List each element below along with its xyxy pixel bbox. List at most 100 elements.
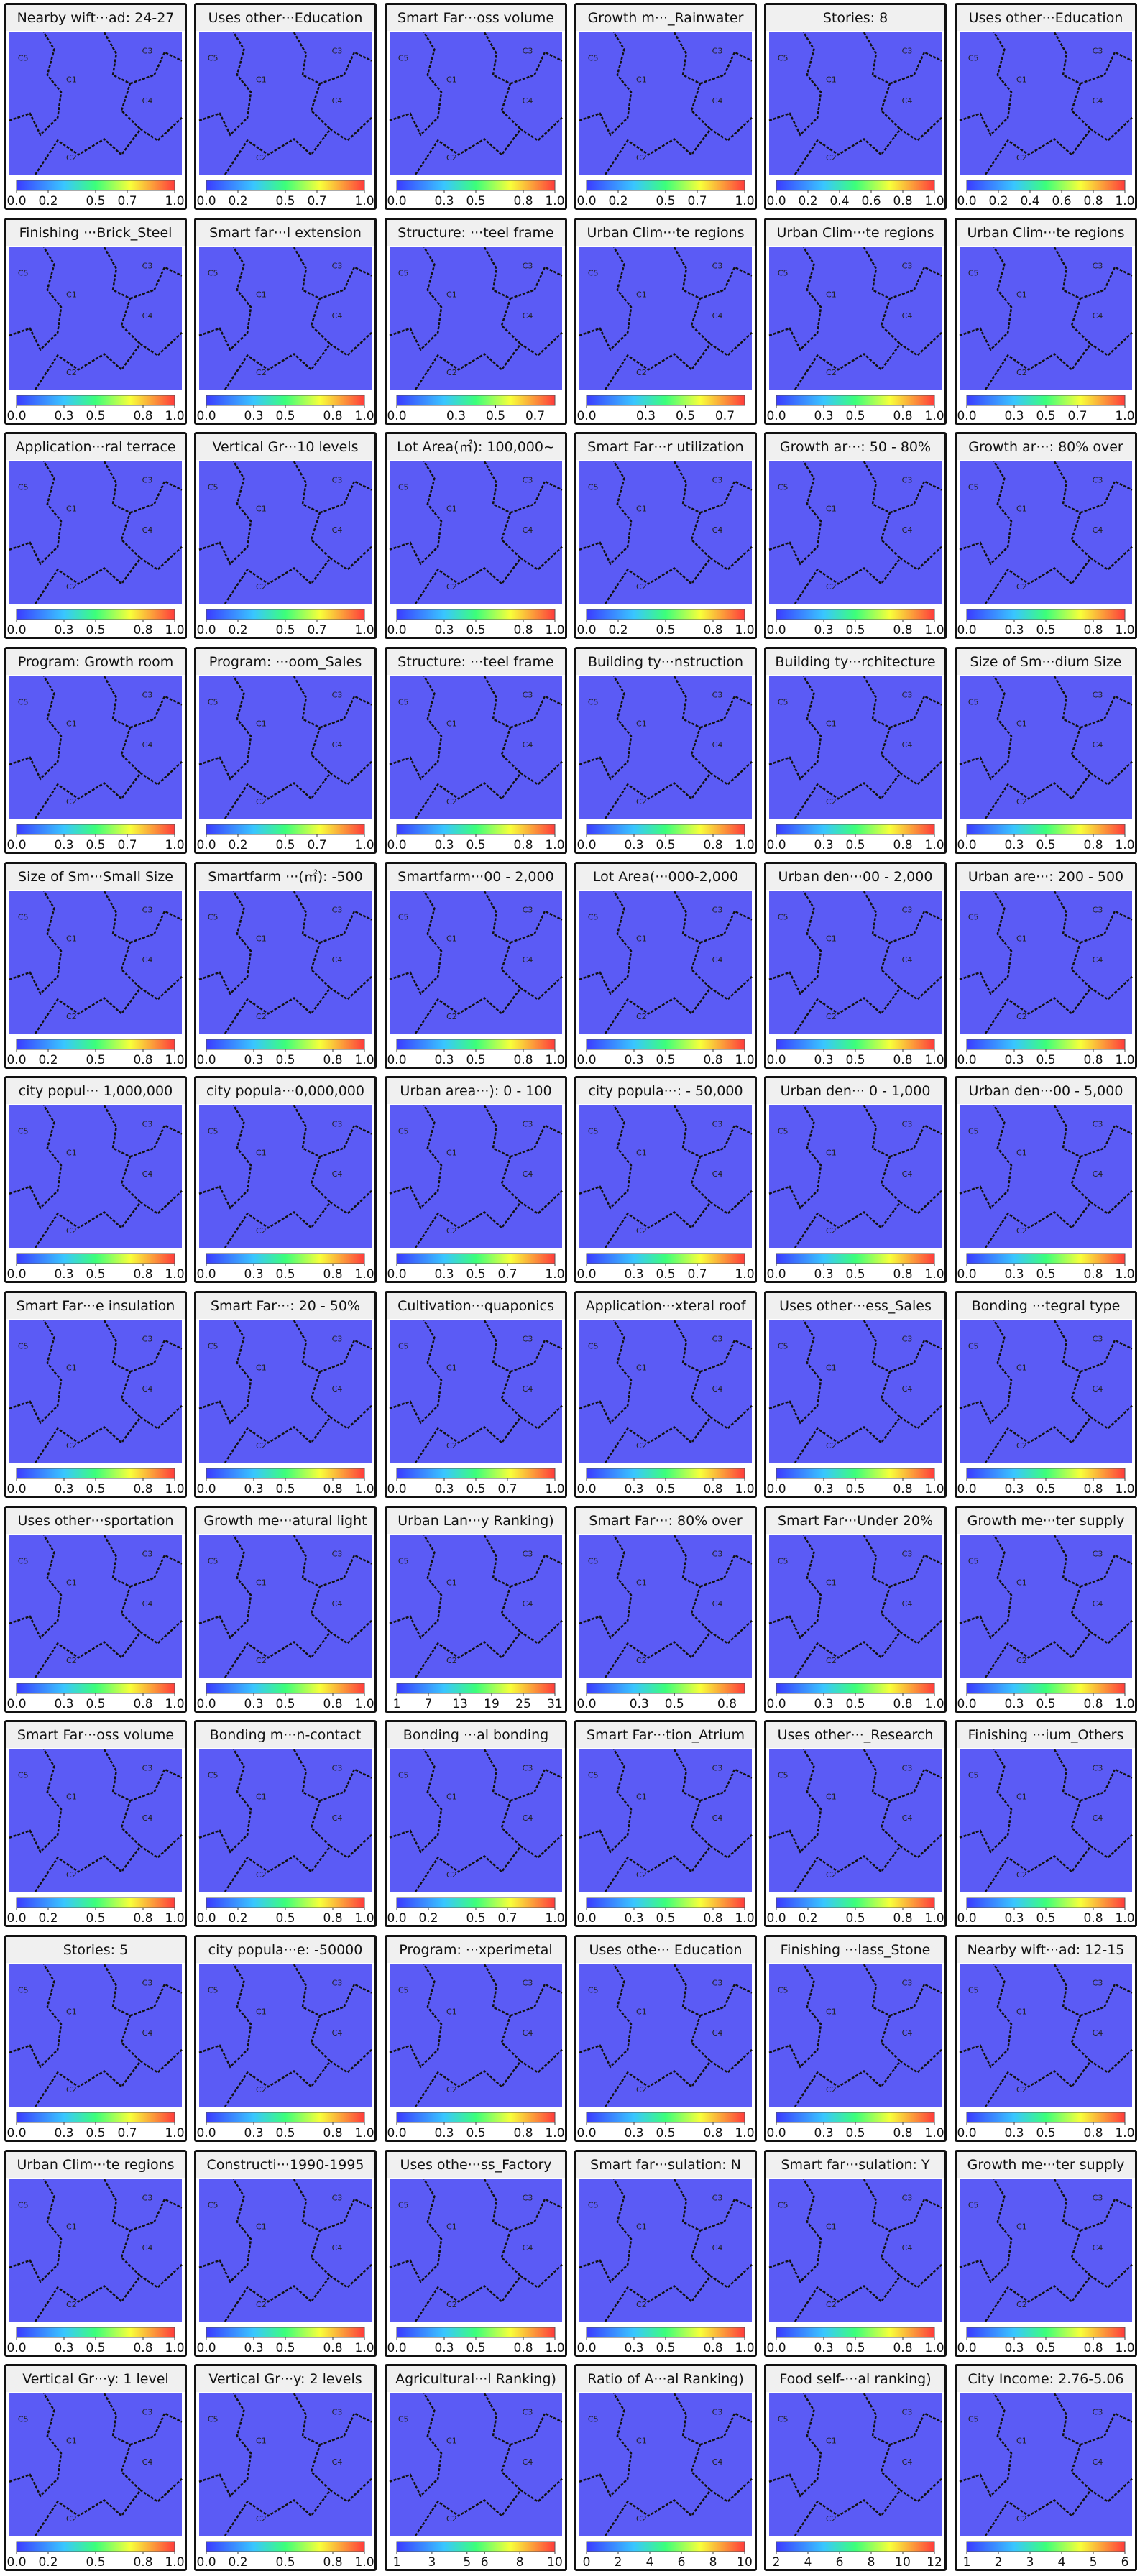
colorbar-tick-label: 0.5 xyxy=(845,623,865,637)
colorbar-tick-label: 0.0 xyxy=(766,1697,786,1711)
cluster-boundary xyxy=(794,760,942,819)
colorbar-tick-label: 0.3 xyxy=(54,409,73,423)
panel: Lot Area(㎡): 100,000~ C1 C2 C3 C4 C5 0.0 0.3 0.5… xyxy=(385,432,567,639)
colorbar-tick-label: 0.3 xyxy=(434,2126,454,2140)
cluster-label: C4 xyxy=(712,96,723,106)
cluster-label: C2 xyxy=(636,2514,647,2524)
cluster-boundary xyxy=(604,2048,753,2107)
cluster-label: C3 xyxy=(523,1979,533,1988)
cluster-label: C3 xyxy=(523,1120,533,1129)
cluster-label: C3 xyxy=(523,1335,533,1344)
heatmap xyxy=(9,1535,182,1678)
cluster-label: C3 xyxy=(523,476,533,485)
colorbar-tick-label: 0.8 xyxy=(703,623,722,637)
cluster-boundary xyxy=(414,1619,563,1678)
cluster-label: C4 xyxy=(1093,2028,1103,2038)
colorbar xyxy=(206,180,365,191)
colorbar-tick-label: 0.5 xyxy=(845,2126,865,2140)
colorbar-tick-label: 0.8 xyxy=(513,1053,533,1067)
panel-title: Structure: ···teel frame xyxy=(387,649,565,675)
colorbar xyxy=(16,395,175,406)
colorbar-tick-label: 1.0 xyxy=(165,1482,184,1496)
component-plane: C1 C2 C3 C4 C5 0.0 0.3 0.5 0.8 1.0 xyxy=(196,247,374,423)
cluster-label: C3 xyxy=(523,1764,533,1773)
cluster-boundary xyxy=(794,1404,942,1463)
cluster-boundary xyxy=(414,116,563,175)
panel-title: Smart Far···: 80% over xyxy=(576,1508,755,1534)
cluster-label: C4 xyxy=(332,96,343,106)
cluster-boundary xyxy=(414,2263,563,2322)
colorbar-tick-label: 0.6 xyxy=(1052,194,1071,208)
panel: city popula···0,000,000 C1 C2 C3 C4 C5 0.0 0.3 0… xyxy=(194,1076,377,1283)
colorbar xyxy=(776,1253,935,1264)
panel: Uses othe···ss_Factory C1 C2 C3 C4 C5 0.0 0.3 0.… xyxy=(385,2150,567,2357)
colorbar-tick-label: 0.3 xyxy=(1004,2126,1024,2140)
panel: Finishing ···Brick_Steel C1 C2 C3 C4 C5 0.0 0.3… xyxy=(4,218,187,425)
panel: Smart far···sulation: Y C1 C2 C3 C4 C5 0.0 0.3 0… xyxy=(764,2150,947,2357)
colorbar-tick-label: 0.5 xyxy=(275,194,295,208)
cluster-label: C4 xyxy=(902,1813,913,1823)
cluster-label: C3 xyxy=(712,1979,723,1988)
colorbar-tick-label: 1.0 xyxy=(735,838,754,852)
cluster-label: C1 xyxy=(1016,1792,1027,1801)
heatmap xyxy=(960,1535,1132,1678)
panel-title: Uses other···sportation xyxy=(6,1508,185,1534)
heatmap xyxy=(390,2393,562,2536)
heatmap xyxy=(9,1320,182,1463)
colorbar-tick-label: 0.0 xyxy=(6,194,26,208)
colorbar-tick-label: 0.0 xyxy=(957,623,976,637)
cluster-boundary xyxy=(389,461,443,566)
component-plane: C1 C2 C3 C4 C5 0.0 0.2 0.5 0.7 1.0 xyxy=(196,32,374,208)
colorbar-tick-label: 0.8 xyxy=(1083,1697,1103,1711)
cluster-boundary xyxy=(768,676,822,781)
cluster-label: C2 xyxy=(446,2514,457,2524)
panel: Finishing ···lass_Stone C1 C2 C3 C4 C5 0.0 0.3 0… xyxy=(764,1935,947,2142)
component-plane: C1 C2 C3 C4 C5 0.0 0.3 0.5 0.8 1.0 xyxy=(766,2179,944,2355)
cluster-label: C2 xyxy=(1016,582,1027,592)
colorbar-tick-label: 0.8 xyxy=(893,838,912,852)
cluster-label: C3 xyxy=(142,2194,153,2203)
cluster-label: C4 xyxy=(142,2028,153,2038)
colorbar-tick-label: 0.3 xyxy=(814,623,833,637)
panel: Uses other···_Research C1 C2 C3 C4 C5 0.0 0.2 0.… xyxy=(764,1720,947,1927)
colorbar-tick-label: 1.0 xyxy=(924,1053,944,1067)
cluster-label: C4 xyxy=(523,2243,533,2253)
panel-title: Urban den···00 - 2,000 xyxy=(766,864,944,890)
colorbar-tick-label: 0.0 xyxy=(576,1267,596,1281)
cluster-boundary xyxy=(604,760,753,819)
colorbar-tick-label: 1.0 xyxy=(1115,409,1134,423)
cluster-label: C3 xyxy=(142,47,153,56)
panel: Urban Clim···te regions C1 C2 C3 C4 C5 0.0 0.3 0… xyxy=(764,218,947,425)
cluster-label: C1 xyxy=(1016,2222,1027,2231)
colorbar-tick-label: 1.0 xyxy=(1115,2126,1134,2140)
cluster-label: C1 xyxy=(1016,934,1027,943)
component-plane: C1 C2 C3 C4 C5 0.0 0.3 0.5 0.8 1.0 xyxy=(957,1320,1135,1496)
cluster-label: C3 xyxy=(332,1550,343,1559)
cluster-label: C4 xyxy=(902,740,913,750)
cluster-label: C5 xyxy=(588,1557,599,1566)
cluster-label: C5 xyxy=(18,2415,29,2424)
cluster-label: C1 xyxy=(66,290,77,299)
colorbar-tick-label: 6 xyxy=(481,2555,489,2569)
cluster-label: C4 xyxy=(902,525,913,535)
colorbar-tick-label: 0.2 xyxy=(798,194,817,208)
colorbar-tick-label: 0.5 xyxy=(466,623,485,637)
colorbar-tick-label: 0.8 xyxy=(133,409,152,423)
colorbar-tick-label: 0.3 xyxy=(434,2341,454,2355)
cluster-label: C5 xyxy=(208,1342,219,1351)
colorbar-tick-label: 0.3 xyxy=(434,1053,454,1067)
component-plane: C1 C2 C3 C4 C5 0.0 0.3 0.5 0.8 1.0 xyxy=(576,1320,755,1496)
cluster-label: C4 xyxy=(523,311,533,321)
cluster-label: C3 xyxy=(1093,1764,1103,1773)
cluster-label: C1 xyxy=(826,2007,837,2016)
colorbar-tick-label: 0.3 xyxy=(54,1267,73,1281)
colorbar-tick-label: 0.3 xyxy=(1004,409,1024,423)
colorbar-tick-label: 0.5 xyxy=(1036,1911,1055,1925)
cluster-label: C1 xyxy=(66,1792,77,1801)
heatmap xyxy=(960,1105,1132,1248)
panel: city popul··· 1,000,000 C1 C2 C3 C4 C5 0.0 0.3 0… xyxy=(4,1076,187,1283)
cluster-label: C2 xyxy=(636,368,647,377)
panel: Lot Area(···000-2,000 C1 C2 C3 C4 C5 0.0 0.3 0.5… xyxy=(574,862,757,1069)
cluster-label: C5 xyxy=(778,913,789,922)
colorbar-tick-label: 0.5 xyxy=(656,2341,675,2355)
